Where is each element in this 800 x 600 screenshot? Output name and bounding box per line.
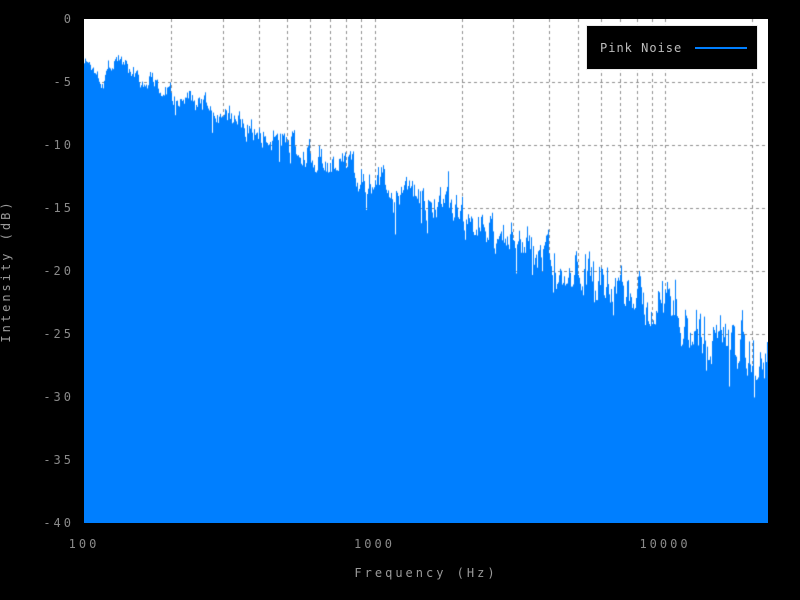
y-tick-label: -10 — [43, 138, 74, 152]
x-axis-title: Frequency (Hz) — [354, 566, 498, 580]
y-tick-label: -5 — [53, 75, 74, 89]
y-tick-label: -40 — [43, 516, 74, 530]
y-tick-label: 0 — [63, 12, 74, 26]
x-tick-label: 1000 — [354, 537, 395, 551]
y-tick-label: -35 — [43, 453, 74, 467]
y-tick-label: -30 — [43, 390, 74, 404]
plot-area — [84, 19, 768, 523]
x-tick-label: 10000 — [639, 537, 691, 551]
legend: Pink Noise — [586, 25, 758, 70]
legend-label: Pink Noise — [600, 40, 683, 55]
x-tick-label: 100 — [68, 537, 100, 551]
y-tick-label: -20 — [43, 264, 74, 278]
legend-line-sample-icon — [695, 46, 747, 49]
y-tick-label: -15 — [43, 201, 74, 215]
y-tick-label: -25 — [43, 327, 74, 341]
